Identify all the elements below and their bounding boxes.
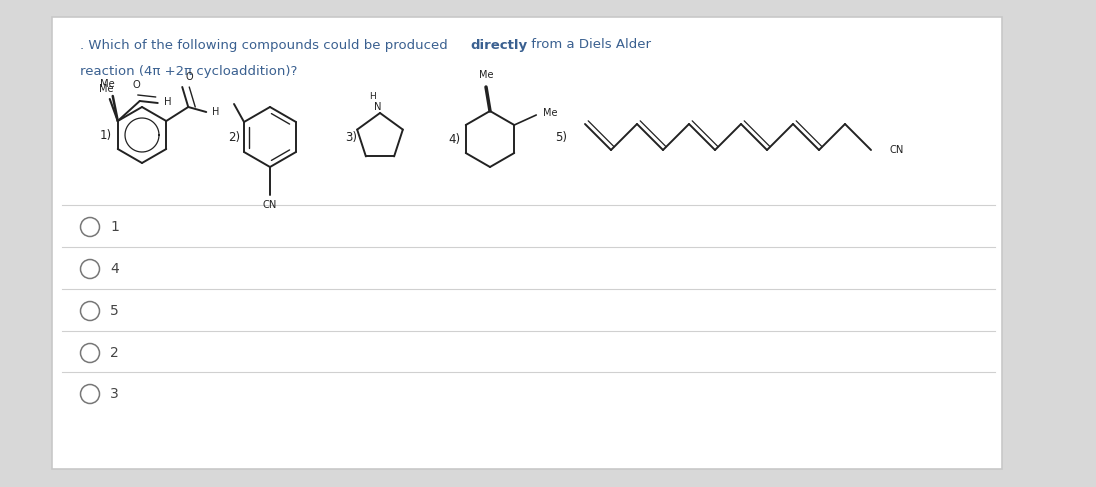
- Text: Me: Me: [101, 79, 115, 89]
- Text: reaction (4π +2π cycloaddition)?: reaction (4π +2π cycloaddition)?: [80, 65, 297, 78]
- Text: N: N: [374, 102, 381, 112]
- Text: 2: 2: [110, 346, 118, 360]
- Text: Me: Me: [479, 70, 493, 80]
- Text: 2): 2): [228, 131, 240, 144]
- Text: O: O: [185, 72, 193, 82]
- Text: CN: CN: [889, 145, 903, 155]
- Text: Me: Me: [99, 84, 113, 94]
- Text: CN: CN: [263, 200, 277, 210]
- Text: 3): 3): [345, 131, 357, 144]
- Text: 4): 4): [448, 132, 460, 146]
- Text: from a Diels Alder: from a Diels Alder: [527, 38, 651, 52]
- Text: H: H: [164, 97, 171, 107]
- Text: H: H: [368, 93, 375, 101]
- Text: 3: 3: [110, 387, 118, 401]
- Text: Me: Me: [543, 108, 558, 118]
- Text: H: H: [212, 107, 219, 117]
- Text: 5: 5: [110, 304, 118, 318]
- Text: 1: 1: [110, 220, 118, 234]
- Text: 5): 5): [555, 131, 567, 144]
- Text: O: O: [133, 80, 140, 90]
- Text: . Which of the following compounds could be produced: . Which of the following compounds could…: [80, 38, 452, 52]
- Text: 4: 4: [110, 262, 118, 276]
- FancyBboxPatch shape: [52, 17, 1002, 469]
- Text: 1): 1): [100, 129, 112, 142]
- Text: directly: directly: [470, 38, 527, 52]
